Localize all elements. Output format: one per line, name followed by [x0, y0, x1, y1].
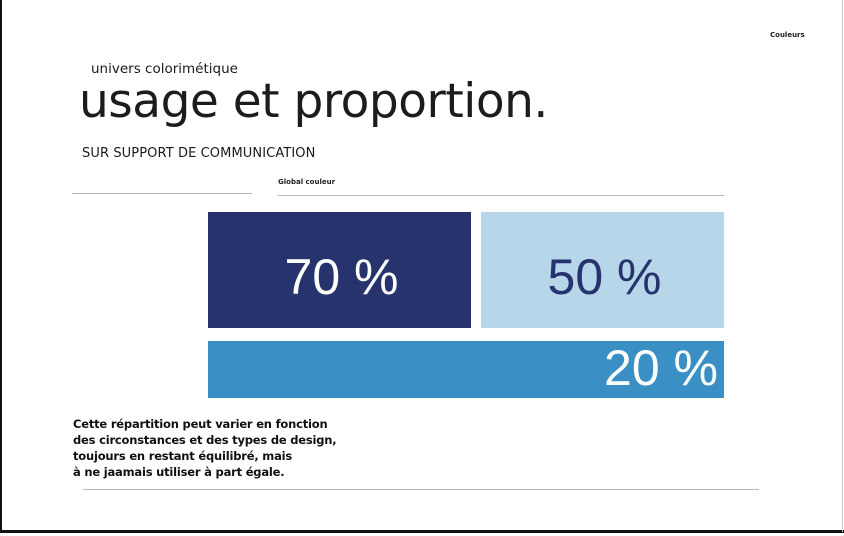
- kicker-text: univers colorimétique: [91, 61, 238, 77]
- color-block-primary: 70 %: [208, 212, 471, 328]
- page-border-bottom: [0, 530, 844, 533]
- accent-percentage: 20 %: [604, 339, 718, 396]
- description-line: Cette répartition peut varier en fonctio…: [73, 417, 328, 431]
- divider-left: [72, 193, 252, 194]
- primary-percentage: 70 %: [284, 249, 399, 305]
- page-border-left: [0, 0, 2, 532]
- light-percentage: 50 %: [547, 249, 662, 305]
- description-line: toujours en restant équilibré, mais: [73, 449, 293, 463]
- section-corner-label: Couleurs: [770, 31, 805, 39]
- divider-section: [278, 195, 724, 196]
- page-subtitle: SUR SUPPORT DE COMMUNICATION: [82, 146, 316, 161]
- description-paragraph: Cette répartition peut varier en fonctio…: [73, 416, 337, 480]
- color-block-light: 50 %: [481, 212, 724, 328]
- description-line: des circonstances et des types de design…: [73, 433, 337, 447]
- color-block-accent: 20 %: [208, 341, 724, 398]
- description-line: à ne jaamais utiliser à part égale.: [73, 465, 285, 479]
- page-border-right: [842, 0, 843, 532]
- section-label: Global couleur: [278, 178, 336, 186]
- divider-bottom: [83, 489, 759, 490]
- page-title: usage et proportion.: [79, 74, 548, 129]
